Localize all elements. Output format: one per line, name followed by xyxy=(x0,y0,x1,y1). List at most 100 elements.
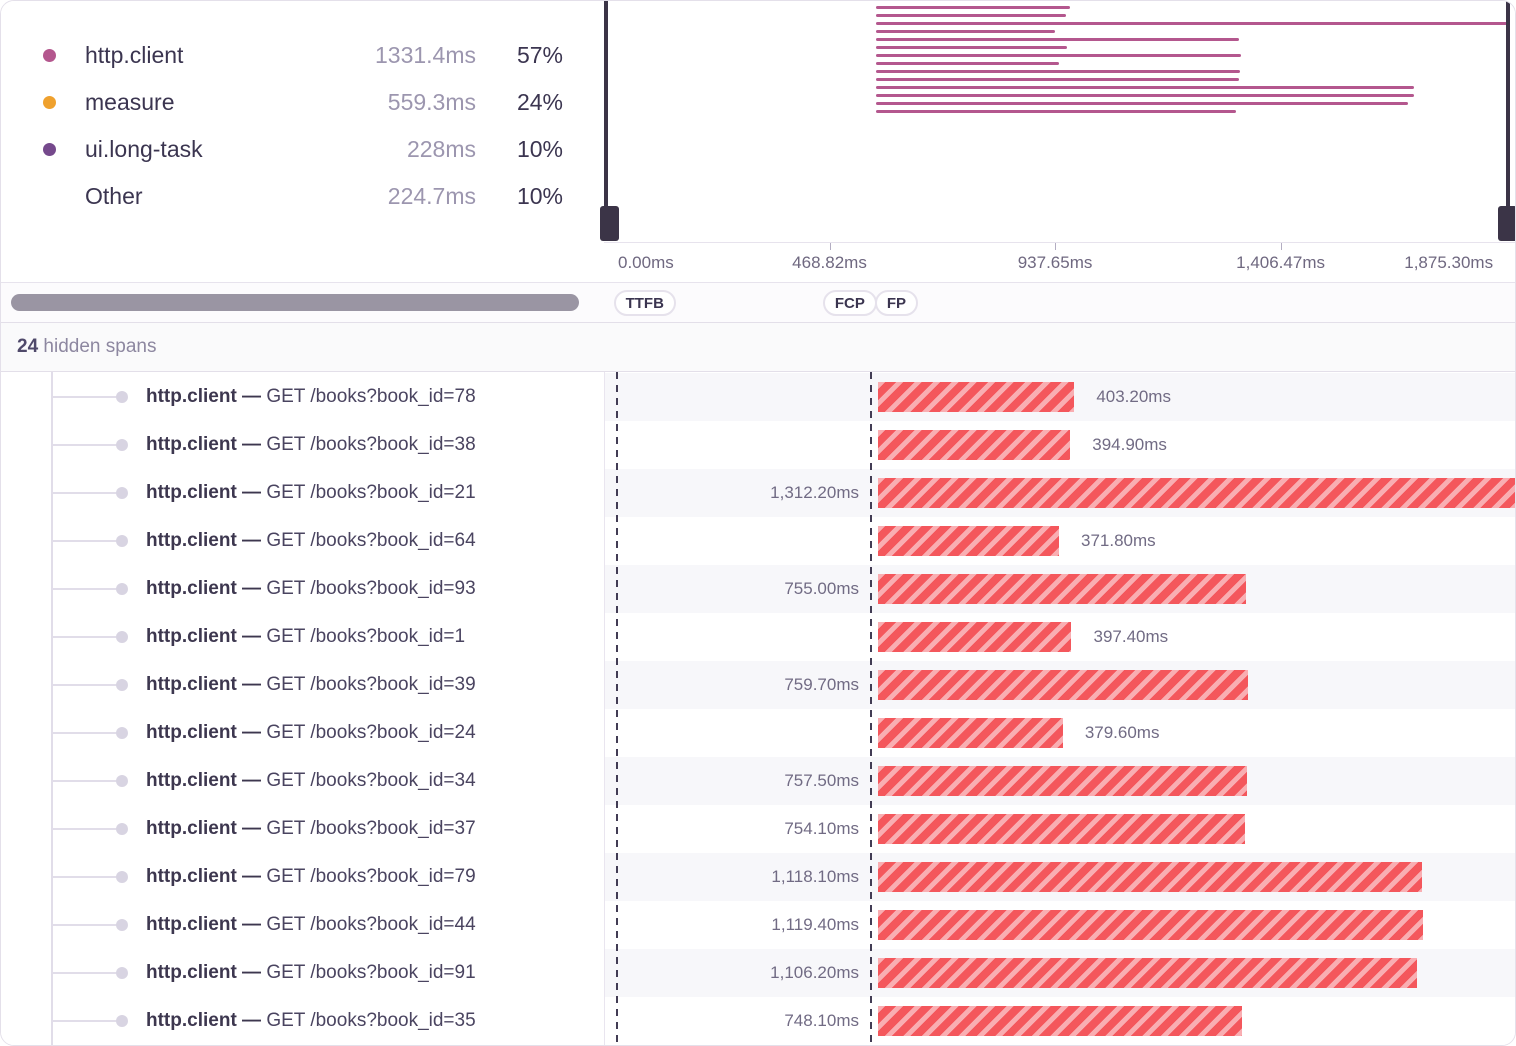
tree-connector-line xyxy=(51,732,116,734)
span-duration-bar[interactable] xyxy=(878,718,1063,748)
minimap-span-bar xyxy=(876,54,1242,57)
hidden-spans-text: hidden spans xyxy=(43,336,157,357)
axis-tick-mark xyxy=(829,243,831,250)
span-duration-bar[interactable] xyxy=(878,382,1075,412)
vitals-row: TTFB FCP FP xyxy=(1,283,1515,323)
span-description: http.client — GET /books?book_id=93 xyxy=(146,565,476,613)
span-row-track: 748.10ms xyxy=(605,997,1515,1045)
legend-row[interactable]: measure 559.3ms 24% xyxy=(1,79,604,126)
hidden-spans-row[interactable]: 24 hidden spans xyxy=(1,323,1515,372)
time-axis: 0.00ms 468.82ms 937.65ms 1,406.47ms 1,875.30… xyxy=(1,243,1515,283)
span-row[interactable]: 403.20ms http.client — GET /books?book_id… xyxy=(1,373,1515,421)
span-duration-bar[interactable] xyxy=(878,766,1247,796)
span-row[interactable]: 394.90ms http.client — GET /books?book_id… xyxy=(1,421,1515,469)
span-duration-label: 403.20ms xyxy=(1096,387,1171,406)
span-desc-label: GET /books?book_id=79 xyxy=(261,866,476,887)
legend-percent-value: 10% xyxy=(516,183,563,209)
span-duration-bar[interactable] xyxy=(878,622,1072,652)
span-description: http.client — GET /books?book_id=79 xyxy=(146,853,476,901)
span-row[interactable]: 748.10ms http.client — GET /books?book_id… xyxy=(1,997,1515,1045)
span-row-track: 755.00ms xyxy=(605,565,1515,613)
legend-op-label: Other xyxy=(85,183,143,209)
span-row[interactable]: 371.80ms http.client — GET /books?book_id… xyxy=(1,517,1515,565)
span-duration-bar[interactable] xyxy=(878,526,1060,556)
horizontal-scrollbar[interactable] xyxy=(11,294,579,311)
span-op-label: http.client — xyxy=(146,818,262,839)
tree-connector-line xyxy=(51,828,116,830)
tree-node-dot xyxy=(116,919,128,931)
span-row[interactable]: 397.40ms http.client — GET /books?book_id… xyxy=(1,613,1515,661)
span-row[interactable]: 757.50ms http.client — GET /books?book_id… xyxy=(1,757,1515,805)
span-duration-bar[interactable] xyxy=(878,670,1248,700)
tree-node-dot xyxy=(116,775,128,787)
span-row[interactable]: 759.70ms http.client — GET /books?book_id… xyxy=(1,661,1515,709)
legend-row[interactable]: http.client 1331.4ms 57% xyxy=(1,32,604,79)
hidden-spans-count: 24 xyxy=(17,336,39,357)
span-row[interactable]: 1,119.40ms http.client — GET /books?book_… xyxy=(1,901,1515,949)
legend-op-label: http.client xyxy=(85,42,184,68)
span-duration-label: 397.40ms xyxy=(1093,627,1169,646)
legend-percent-value: 24% xyxy=(516,89,563,115)
axis-tick-label: 0.00ms xyxy=(618,253,674,272)
span-duration-bar[interactable] xyxy=(878,910,1424,940)
span-duration-label: 371.80ms xyxy=(1081,531,1156,550)
span-row[interactable]: 1,118.10ms http.client — GET /books?book_… xyxy=(1,853,1515,901)
span-op-label: http.client — xyxy=(146,914,262,935)
span-duration-label: 748.10ms xyxy=(784,1011,859,1030)
span-row[interactable]: 754.10ms http.client — GET /books?book_id… xyxy=(1,805,1515,853)
tree-connector-line xyxy=(51,444,116,446)
span-duration-bar[interactable] xyxy=(878,862,1423,892)
minimap-left-handle[interactable] xyxy=(600,206,619,241)
minimap-span-bar xyxy=(876,70,1241,73)
span-desc-label: GET /books?book_id=39 xyxy=(261,674,476,695)
span-row[interactable]: 755.00ms http.client — GET /books?book_id… xyxy=(1,565,1515,613)
legend-duration-value: 1331.4ms xyxy=(374,42,476,68)
minimap-span-bar xyxy=(876,86,1414,89)
tree-connector-line xyxy=(51,396,116,398)
axis-tick-label: 937.65ms xyxy=(1017,253,1093,272)
span-duration-bar[interactable] xyxy=(878,1006,1243,1036)
span-row-track: 1,118.10ms xyxy=(605,853,1515,901)
span-duration-bar[interactable] xyxy=(878,574,1246,604)
span-description: http.client — GET /books?book_id=64 xyxy=(146,517,476,565)
span-desc-label: GET /books?book_id=35 xyxy=(261,1010,476,1031)
span-op-label: http.client — xyxy=(146,770,262,791)
legend-row[interactable]: ui.long-task 228ms 10% xyxy=(1,126,604,173)
span-description: http.client — GET /books?book_id=34 xyxy=(146,757,476,805)
span-duration-bar[interactable] xyxy=(878,958,1417,988)
span-duration-label: 379.60ms xyxy=(1084,723,1160,742)
span-duration-bar[interactable] xyxy=(878,430,1071,460)
span-desc-label: GET /books?book_id=93 xyxy=(261,578,476,599)
span-row-track: 379.60ms xyxy=(605,709,1515,757)
span-desc-label: GET /books?book_id=64 xyxy=(261,530,476,551)
legend-row[interactable]: Other 224.7ms 10% xyxy=(1,173,604,220)
span-duration-label: 1,312.20ms xyxy=(770,483,859,502)
span-op-label: http.client — xyxy=(146,1010,262,1031)
span-desc-label: GET /books?book_id=1 xyxy=(261,626,466,647)
span-row[interactable]: 379.60ms http.client — GET /books?book_id… xyxy=(1,709,1515,757)
tree-node-dot xyxy=(116,439,128,451)
span-duration-label: 759.70ms xyxy=(784,675,859,694)
tree-connector-line xyxy=(51,684,116,686)
axis-tick-label: 468.82ms xyxy=(792,253,867,272)
span-duration-label: 757.50ms xyxy=(784,771,859,790)
span-row[interactable]: 1,106.20ms http.client — GET /books?book_… xyxy=(1,949,1515,997)
axis-tick-mark xyxy=(1055,243,1057,250)
span-duration-bar[interactable] xyxy=(878,478,1515,508)
span-row-track: 754.10ms xyxy=(605,805,1515,853)
span-op-label: http.client — xyxy=(146,866,262,887)
minimap-span-bar xyxy=(876,14,1066,17)
span-duration-label: 1,106.20ms xyxy=(770,963,859,982)
span-duration-label: 394.90ms xyxy=(1092,435,1167,454)
minimap[interactable] xyxy=(600,1,1515,243)
panel-divider xyxy=(604,372,605,1045)
minimap-span-bar xyxy=(876,62,1059,65)
span-description: http.client — GET /books?book_id=21 xyxy=(146,469,476,517)
minimap-right-handle-line xyxy=(1506,1,1510,207)
span-row[interactable]: 1,312.20ms http.client — GET /books?book_… xyxy=(1,469,1515,517)
tree-connector-line xyxy=(51,1020,116,1022)
span-description: http.client — GET /books?book_id=37 xyxy=(146,805,476,853)
minimap-right-handle[interactable] xyxy=(1498,206,1515,241)
span-desc-label: GET /books?book_id=38 xyxy=(261,434,476,455)
span-duration-bar[interactable] xyxy=(878,814,1246,844)
